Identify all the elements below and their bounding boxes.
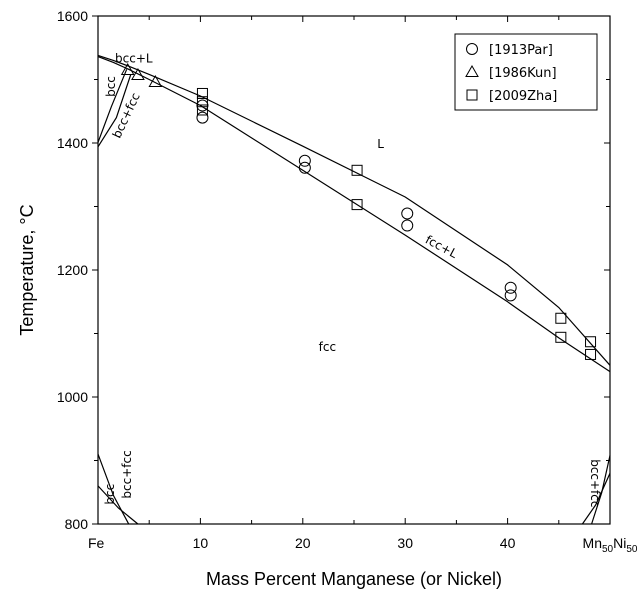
data-point-triangle bbox=[120, 62, 135, 75]
data-point-circle bbox=[196, 99, 209, 112]
x-tick-label: Fe bbox=[88, 535, 105, 551]
phase-boundary bbox=[97, 69, 128, 143]
data-point-square bbox=[555, 312, 567, 324]
y-tick-label: 1600 bbox=[57, 8, 88, 24]
data-point-circle bbox=[504, 281, 517, 294]
chart-plot-area: 800 1000 1200 1400 1600 Fe 10 20 30 40 Mn50Ni50 bbox=[57, 8, 638, 555]
y-tick-label: 800 bbox=[65, 516, 89, 532]
data-point-square bbox=[351, 164, 363, 176]
data-point-square bbox=[196, 96, 208, 108]
legend-entry: [1986Kun] bbox=[489, 66, 557, 81]
data-point-square bbox=[555, 331, 567, 343]
region-label: bcc+fcc bbox=[120, 450, 134, 498]
x-tick-label: 40 bbox=[500, 535, 516, 551]
y-tick-label: 1200 bbox=[57, 262, 88, 278]
data-point-square bbox=[585, 348, 597, 360]
data-point-square bbox=[351, 199, 363, 211]
data-point-triangle bbox=[131, 68, 145, 81]
phase-boundary bbox=[97, 485, 139, 525]
phase-boundary bbox=[97, 54, 611, 366]
data-point-circle bbox=[401, 207, 414, 220]
legend-marker-square bbox=[466, 89, 478, 101]
region-label: bcc bbox=[104, 76, 118, 97]
x-tick-label: 30 bbox=[397, 535, 413, 551]
region-label: bcc bbox=[103, 484, 117, 505]
x-tick-label: 20 bbox=[295, 535, 311, 551]
legend-entry: [1913Par] bbox=[489, 43, 553, 58]
plot-frame bbox=[97, 15, 611, 525]
region-label: L bbox=[377, 137, 384, 151]
legend-box bbox=[454, 33, 598, 111]
x-tick-label: 10 bbox=[193, 535, 209, 551]
phase-boundary-lines bbox=[97, 54, 611, 525]
phase-boundary bbox=[581, 472, 611, 525]
data-point-square bbox=[196, 87, 208, 99]
data-point-circle bbox=[504, 289, 517, 302]
data-point-circle bbox=[298, 154, 311, 167]
x-tick-label: Mn50Ni50 bbox=[583, 535, 638, 555]
legend-marker-triangle bbox=[465, 64, 479, 77]
phase-boundary bbox=[97, 56, 611, 373]
data-point-square bbox=[585, 336, 597, 348]
y-axis-label: Temperature, °C bbox=[17, 204, 37, 335]
data-point-circle bbox=[196, 111, 209, 124]
data-point-triangle bbox=[148, 75, 163, 88]
legend-entry: [2009Zha] bbox=[489, 89, 557, 104]
data-markers bbox=[120, 62, 597, 360]
legend: [1913Par] [1986Kun] [2009Zha] bbox=[454, 33, 598, 111]
region-label: fcc+L bbox=[423, 232, 460, 261]
y-tick-label: 1000 bbox=[57, 389, 88, 405]
region-label: bcc+fcc bbox=[588, 459, 602, 507]
region-label: fcc bbox=[319, 340, 336, 354]
data-point-square bbox=[196, 104, 208, 116]
legend-marker-circle bbox=[466, 43, 478, 55]
phase-boundary bbox=[97, 453, 130, 525]
data-point-circle bbox=[298, 161, 311, 174]
x-axis-label: Mass Percent Manganese (or Nickel) bbox=[206, 569, 502, 589]
y-tick-label: 1400 bbox=[57, 135, 88, 151]
phase-boundary bbox=[97, 74, 132, 148]
region-label: bcc+L bbox=[115, 52, 153, 66]
data-point-circle bbox=[401, 219, 414, 232]
